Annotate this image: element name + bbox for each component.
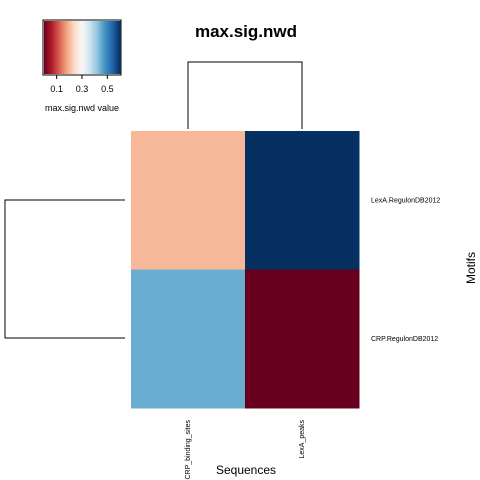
color-key-stripe bbox=[116, 21, 118, 74]
color-key-stripe bbox=[111, 21, 113, 74]
color-key-stripe bbox=[84, 21, 87, 74]
color-key-stripe bbox=[71, 21, 74, 74]
color-key-stripe bbox=[114, 21, 117, 74]
color-key-stripe bbox=[44, 21, 46, 74]
color-key-stripe bbox=[65, 21, 68, 74]
color-key-stripe bbox=[83, 21, 85, 74]
color-key-stripe bbox=[61, 21, 64, 74]
color-key-stripe bbox=[64, 21, 66, 74]
color-key-stripe bbox=[107, 21, 109, 74]
color-key-stripe bbox=[102, 21, 104, 74]
color-key-stripe bbox=[106, 21, 108, 74]
color-key-stripe bbox=[109, 21, 112, 74]
color-key: 0.1 0.3 0.5 max.sig.nwd value bbox=[42, 19, 122, 113]
color-key-tick-label: 0.5 bbox=[101, 84, 114, 94]
color-key-stripe bbox=[76, 21, 79, 74]
color-key-stripe bbox=[46, 21, 49, 74]
row-label: CRP.RegulonDB2012 bbox=[371, 336, 438, 343]
color-key-stripe bbox=[88, 21, 90, 74]
color-key-label: max.sig.nwd value bbox=[45, 103, 119, 113]
color-key-stripe bbox=[54, 21, 56, 74]
color-key-stripe bbox=[113, 21, 116, 74]
color-key-stripe bbox=[47, 21, 50, 74]
color-key-stripe bbox=[118, 21, 121, 74]
color-key-stripe bbox=[63, 21, 65, 74]
color-key-tick-label: 0.1 bbox=[50, 84, 63, 94]
color-key-stripe bbox=[94, 21, 97, 74]
color-key-stripe bbox=[90, 21, 93, 74]
color-key-ticks: 0.1 0.3 0.5 bbox=[50, 75, 114, 94]
column-labels: CRP_binding_sites LexA_peaks bbox=[185, 420, 306, 480]
color-key-stripe bbox=[108, 21, 111, 74]
color-key-stripe bbox=[74, 21, 77, 74]
color-key-stripe bbox=[55, 21, 58, 74]
color-key-stripe bbox=[51, 21, 54, 74]
color-key-stripe bbox=[104, 21, 107, 74]
color-key-stripe bbox=[97, 21, 99, 74]
heatmap-cell bbox=[131, 131, 246, 270]
color-key-stripe bbox=[50, 21, 52, 74]
column-dendrogram bbox=[187, 61, 303, 129]
column-label: LexA_peaks bbox=[299, 420, 306, 459]
color-key-stripe bbox=[75, 21, 78, 74]
row-dendrogram bbox=[4, 199, 125, 339]
color-key-stripe bbox=[68, 21, 70, 74]
color-key-stripe bbox=[87, 21, 89, 74]
row-labels: LexA.RegulonDB2012 CRP.RegulonDB2012 bbox=[371, 197, 440, 343]
color-key-stripe bbox=[89, 21, 92, 74]
heatmap-cell bbox=[245, 269, 360, 409]
color-key-stripe bbox=[103, 21, 106, 74]
color-key-stripe bbox=[99, 21, 102, 74]
color-key-gradient bbox=[44, 21, 121, 74]
color-key-stripe bbox=[80, 21, 83, 74]
color-key-stripe bbox=[79, 21, 82, 74]
color-key-stripe bbox=[59, 21, 61, 74]
color-key-stripe bbox=[78, 21, 80, 74]
color-key-stripe bbox=[98, 21, 101, 74]
color-key-stripe bbox=[95, 21, 98, 74]
x-axis-label: Sequences bbox=[216, 463, 276, 477]
color-key-stripe bbox=[52, 21, 55, 74]
color-key-stripe bbox=[112, 21, 115, 74]
color-key-stripe bbox=[70, 21, 73, 74]
heatmap-cell bbox=[131, 269, 246, 409]
color-key-stripe bbox=[82, 21, 84, 74]
color-key-tick-label: 0.3 bbox=[76, 84, 89, 94]
color-key-stripe bbox=[56, 21, 59, 74]
heatmap-cell bbox=[245, 131, 360, 270]
color-key-stripe bbox=[92, 21, 94, 74]
color-key-stripe bbox=[93, 21, 96, 74]
color-key-stripe bbox=[49, 21, 51, 74]
heatmap-cells bbox=[131, 131, 360, 409]
row-label: LexA.RegulonDB2012 bbox=[371, 197, 440, 204]
color-key-stripe bbox=[85, 21, 88, 74]
color-key-stripe bbox=[117, 21, 120, 74]
column-label: CRP_binding_sites bbox=[185, 420, 192, 480]
color-key-stripe bbox=[73, 21, 75, 74]
color-key-stripe bbox=[60, 21, 63, 74]
color-key-stripe bbox=[57, 21, 60, 74]
chart-title: max.sig.nwd bbox=[195, 22, 297, 41]
color-key-stripe bbox=[101, 21, 103, 74]
color-key-stripe bbox=[69, 21, 71, 74]
y-axis-label: Motifs bbox=[464, 252, 478, 284]
color-key-stripe bbox=[66, 21, 69, 74]
color-key-stripe bbox=[45, 21, 47, 74]
